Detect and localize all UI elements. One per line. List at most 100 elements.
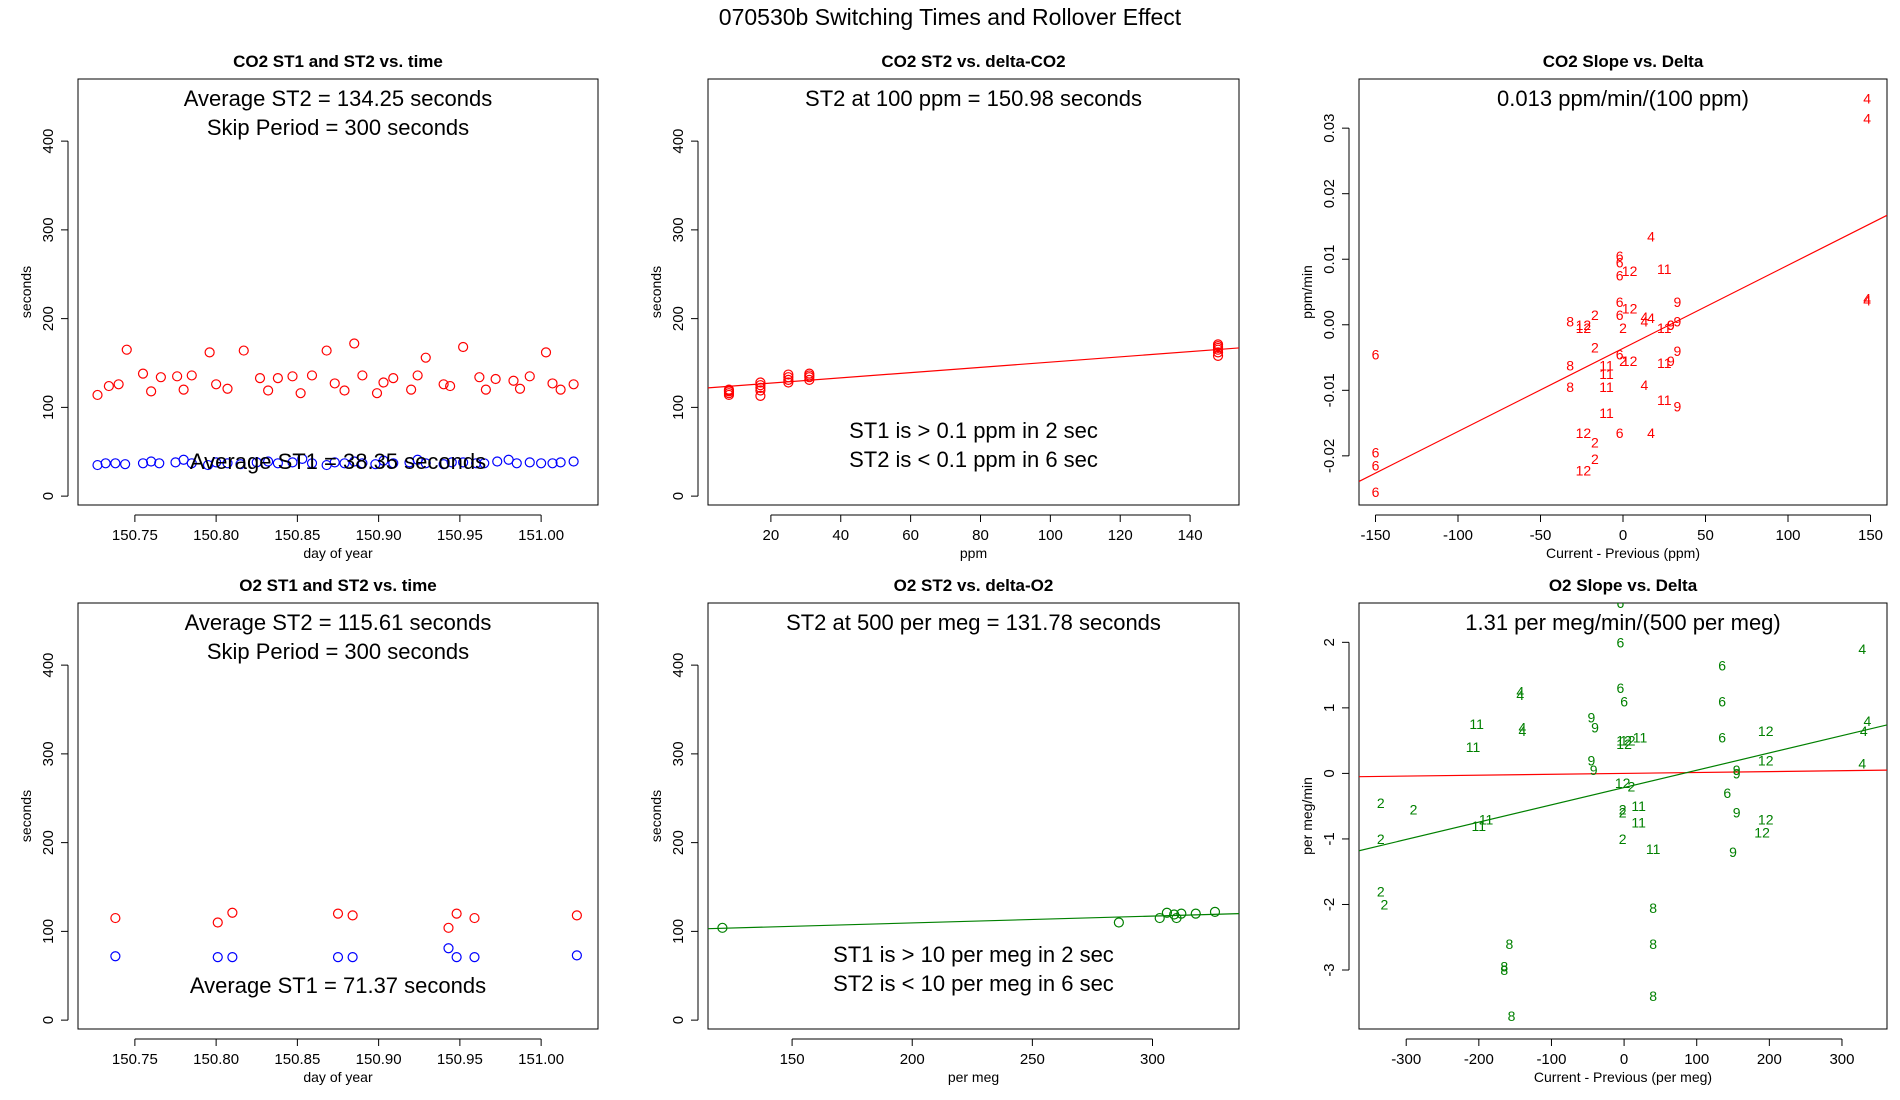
- plot-frame: [1358, 78, 1888, 506]
- y-tick-label: 0: [670, 492, 687, 500]
- data-label-point: 8: [1649, 988, 1657, 1004]
- x-axis-label: Current - Previous (per meg): [1534, 1069, 1712, 1085]
- data-area: [110, 907, 582, 963]
- chart-panel-4: O2 ST1 and ST2 vs. time 150.75 150.80 150.8…: [18, 576, 599, 1085]
- data-point: [1190, 908, 1201, 919]
- data-label-point: 9: [1674, 313, 1682, 329]
- data-label-point: 8: [1566, 357, 1574, 373]
- data-point: [514, 383, 526, 394]
- annotation-text: ST1 is > 10 per meg in 2 sec: [833, 942, 1114, 967]
- x-tick-label: 250: [1020, 1051, 1045, 1068]
- data-area: [92, 338, 579, 471]
- y-axis-label: seconds: [18, 790, 34, 842]
- data-point: [524, 457, 535, 468]
- y-tick-label: 0.00: [1321, 310, 1338, 339]
- data-point: [227, 952, 238, 963]
- chart-title: CO2 Slope vs. Delta: [1543, 52, 1704, 71]
- data-label-point: 11: [1646, 841, 1661, 857]
- data-point: [412, 370, 423, 381]
- data-label-point: 11: [1479, 811, 1494, 827]
- chart-title: O2 Slope vs. Delta: [1549, 576, 1698, 595]
- data-point: [178, 384, 189, 395]
- data-label-point: 4: [1647, 310, 1655, 326]
- data-point: [357, 370, 368, 381]
- data-point: [469, 912, 480, 924]
- chart-title: CO2 ST1 and ST2 vs. time: [233, 52, 443, 71]
- data-point: [446, 457, 457, 468]
- y-tick-label: -0.01: [1321, 373, 1338, 407]
- x-tick-label: 100: [1684, 1051, 1709, 1068]
- data-label-point: 8: [1500, 962, 1508, 978]
- data-point: [479, 458, 490, 469]
- data-point: [306, 458, 318, 469]
- data-point: [547, 458, 558, 469]
- y-tick-label: 200: [670, 830, 687, 855]
- data-label-point: 4: [1641, 313, 1649, 329]
- data-label-point: 12: [1622, 263, 1638, 279]
- data-label-point: 12: [1622, 300, 1638, 316]
- annotation-text: Skip Period = 300 seconds: [207, 639, 469, 664]
- data-label-point: 6: [1620, 693, 1628, 709]
- data-label-point: 8: [1649, 936, 1657, 952]
- data-point: [306, 370, 318, 381]
- data-label-point: 4: [1863, 91, 1871, 107]
- data-point: [804, 368, 815, 379]
- data-point: [420, 458, 431, 469]
- x-axis-label: ppm: [960, 545, 987, 561]
- data-point: [438, 379, 449, 390]
- y-tick-label: -2: [1321, 898, 1338, 911]
- y-tick-label: 200: [670, 306, 687, 331]
- y-tick-label: 1: [1321, 704, 1338, 712]
- x-axis-label: per meg: [948, 1069, 999, 1085]
- data-point: [204, 347, 215, 358]
- reference-line: [1359, 769, 1887, 778]
- data-point: [186, 458, 197, 469]
- data-point: [804, 374, 815, 385]
- data-label-point: 11: [1599, 357, 1614, 373]
- data-point: [212, 952, 223, 963]
- data-label-point: 11: [1472, 818, 1487, 834]
- data-point: [474, 372, 485, 383]
- data-label-point: 9: [1591, 720, 1599, 736]
- data-point: [508, 375, 519, 386]
- data-label-point: 6: [1616, 268, 1624, 284]
- y-axis-label: per meg/min: [1299, 777, 1315, 855]
- data-label-point: 6: [1372, 445, 1380, 461]
- y-tick-label: 400: [670, 653, 687, 678]
- data-label-point: 12: [1754, 824, 1770, 840]
- data-point: [571, 950, 582, 961]
- data-point: [371, 388, 383, 399]
- x-tick-label: 200: [1757, 1051, 1782, 1068]
- data-point: [471, 458, 482, 469]
- y-tick-label: 300: [40, 741, 57, 766]
- data-point: [458, 457, 469, 468]
- data-point: [555, 457, 566, 468]
- y-tick-label: 2: [1321, 638, 1338, 646]
- y-tick-label: 0: [670, 1016, 687, 1024]
- data-point: [349, 338, 360, 349]
- data-point: [755, 377, 766, 388]
- x-tick-label: -300: [1391, 1051, 1421, 1068]
- x-tick-label: -100: [1536, 1051, 1566, 1068]
- annotation-text: ST2 is < 10 per meg in 6 sec: [833, 971, 1114, 996]
- y-tick-label: -0.02: [1321, 439, 1338, 473]
- data-point: [103, 380, 114, 392]
- data-label-point: 12: [1622, 353, 1638, 369]
- fit-line: [708, 913, 1239, 930]
- data-point: [511, 458, 522, 469]
- data-point: [783, 369, 794, 380]
- data-point: [92, 459, 103, 471]
- y-tick-label: 300: [40, 217, 57, 242]
- data-label-point: 6: [1723, 785, 1731, 801]
- data-label-point: 6: [1372, 346, 1380, 362]
- data-label-point: 11: [1657, 261, 1672, 277]
- x-tick-label: 0: [1620, 1051, 1628, 1068]
- x-tick-label: 140: [1178, 527, 1203, 544]
- data-label-point: 4: [1519, 723, 1527, 739]
- data-label-point: 12: [1616, 736, 1632, 752]
- data-point: [113, 379, 124, 390]
- data-label-point: 4: [1516, 683, 1524, 699]
- data-point: [321, 345, 332, 356]
- plot-frame: [707, 78, 1240, 506]
- data-label-point: 2: [1619, 831, 1627, 847]
